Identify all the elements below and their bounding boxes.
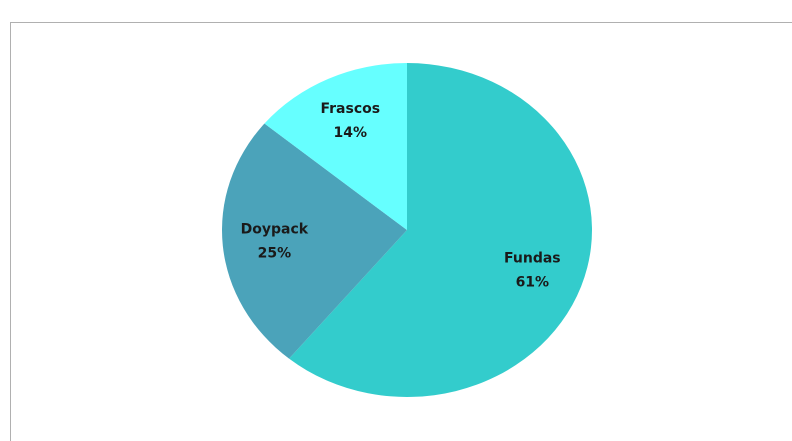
- pie-slice: [289, 63, 592, 397]
- slice-label: Fundas: [504, 251, 561, 267]
- slice-value-label: 61%: [516, 275, 550, 291]
- slice-label: Frascos: [320, 101, 380, 117]
- slice-label: Doypack: [241, 221, 309, 237]
- pie-slice: [264, 63, 407, 230]
- slice-value-label: 25%: [258, 245, 292, 261]
- slice-value-label: 14%: [334, 125, 368, 141]
- pie-slice: [221, 123, 407, 359]
